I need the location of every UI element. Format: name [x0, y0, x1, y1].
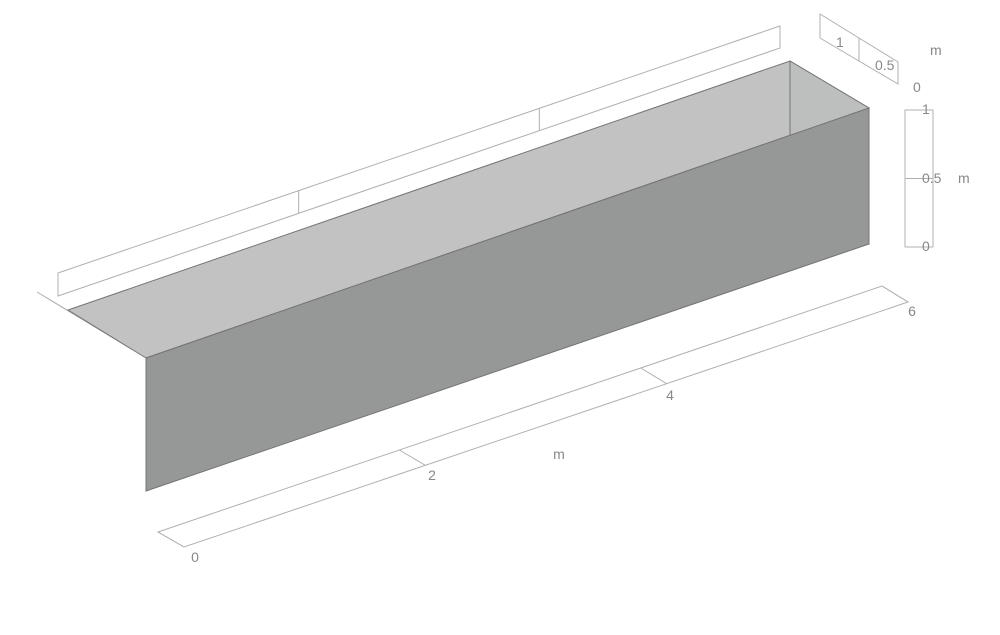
geometry-3d-view: 0 2 4 6 m 0 0.5 1 m 0 0.5 1 m: [0, 0, 1000, 635]
z-tick-0p5: 0.5: [922, 170, 942, 186]
z-tick-0: 0: [922, 238, 930, 254]
x-tick-0: 0: [191, 549, 199, 565]
y-tick-0: 0: [913, 79, 921, 95]
x-tick-2: 2: [428, 467, 436, 483]
y-tick-1: 1: [836, 34, 844, 50]
x-tick-6: 6: [908, 303, 916, 319]
y-tick-0p5: 0.5: [875, 57, 895, 73]
y-axis-unit: m: [930, 42, 942, 58]
x-tick-4: 4: [666, 387, 674, 403]
ruler-y-axis: 0 0.5 1 m: [820, 14, 942, 95]
x-axis-unit: m: [553, 446, 565, 462]
z-axis-unit: m: [958, 170, 970, 186]
ruler-z-axis: 0 0.5 1 m: [905, 101, 970, 254]
z-tick-1: 1: [922, 101, 930, 117]
